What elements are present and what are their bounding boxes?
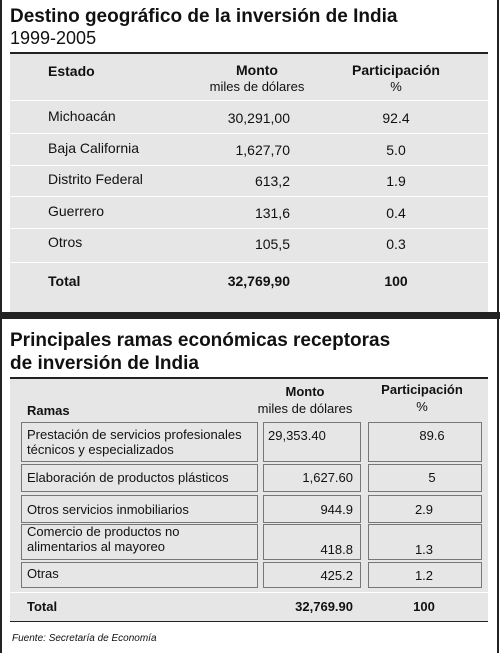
table1-separator (10, 133, 488, 134)
table2-total-label: Total (27, 599, 58, 614)
table2-total-rule (10, 592, 488, 593)
table1-row3-participacion: 1.9 (386, 173, 406, 189)
table2-cell-frame (21, 562, 258, 588)
table1-row1-participacion: 92.4 (382, 110, 410, 126)
table2-row1-monto: 29,353.40 (268, 428, 326, 443)
table2-row2-rama: Elaboración de productos plásticos (27, 470, 229, 485)
table2-cell-frame (21, 464, 258, 492)
table2-row4-participacion: 1.3 (414, 542, 434, 557)
table2-cell-frame (21, 524, 258, 560)
table2-row3-monto: 944.9 (320, 502, 353, 517)
table2-bottom-rule (10, 621, 488, 622)
table1-separator (10, 165, 488, 166)
table2-row2-monto: 1,627.60 (302, 470, 353, 485)
table2-cell-frame (368, 524, 482, 560)
table2-cell-frame (368, 495, 482, 523)
table1-row2-estado: Baja California (48, 140, 140, 156)
table2-cell-frame (21, 422, 258, 462)
table1-title: Destino geográfico de la inversión de In… (10, 6, 398, 27)
table1-total-label: Total (48, 273, 81, 289)
table1-separator (10, 262, 488, 263)
table1-row5-estado: Otros (48, 234, 83, 250)
table2-cell-frame (21, 495, 258, 523)
table1-row4-monto: 131,6 (254, 205, 290, 221)
table2-row1-rama-line2: técnicos y especializados (27, 442, 174, 457)
table2-row1-participacion: 89.6 (419, 428, 445, 443)
table1-left-border (0, 0, 2, 312)
table1-body (10, 52, 488, 312)
table2-row5-rama: Otras (27, 566, 59, 581)
table2-cell-frame (368, 422, 482, 462)
table1-separator (10, 196, 488, 197)
table1-row3-monto: 613,2 (254, 173, 290, 189)
table2-cell-frame (263, 524, 361, 560)
table1-right-border (497, 0, 499, 312)
table1-row5-participacion: 0.3 (386, 236, 406, 252)
table1-total-monto: 32,769,90 (227, 273, 290, 289)
table1-row2-monto: 1,627,70 (235, 142, 291, 158)
table1-period: 1999-2005 (10, 28, 97, 48)
table2-body (10, 377, 488, 621)
table-divider (0, 312, 500, 319)
source-note: Fuente: Secretaría de Economía (12, 633, 157, 644)
table1-header-monto-sub: miles de dólares (209, 79, 305, 94)
table2-header-monto-sub: miles de dólares (257, 401, 353, 416)
table1-header-participacion: Participación (352, 62, 440, 78)
table2-right-border (497, 319, 499, 653)
table2-row1-rama-line1: Prestación de servicios profesionales (27, 427, 242, 442)
table1-separator (10, 228, 488, 229)
table2-header-ramas: Ramas (27, 403, 70, 418)
table2-row5-monto: 425.2 (320, 568, 353, 583)
table2-top-rule (10, 377, 488, 379)
table2-cell-frame (263, 562, 361, 588)
table1-row1-monto: 30,291,00 (227, 110, 290, 126)
table1-row5-monto: 105,5 (254, 236, 290, 252)
table1-header-participacion-sub: % (390, 79, 402, 94)
table1-separator (10, 100, 488, 101)
table1-top-rule (10, 52, 488, 54)
table2-row3-rama: Otros servicios inmobiliarios (27, 502, 189, 517)
table1-header-monto: Monto (236, 62, 278, 78)
table1-row4-estado: Guerrero (48, 203, 105, 219)
table2-row3-participacion: 2.9 (414, 502, 434, 517)
table2-left-border (0, 319, 2, 653)
table2-total-monto: 32,769.90 (295, 599, 353, 614)
table1-row4-participacion: 0.4 (386, 205, 406, 221)
table2-cell-frame (263, 495, 361, 523)
table2-header-participacion: Participación (381, 382, 463, 397)
table2-cell-frame (263, 464, 361, 492)
table1-row1-estado: Michoacán (48, 108, 116, 124)
table2-row4-monto: 418.8 (320, 542, 353, 557)
table2-header-monto: Monto (285, 384, 325, 399)
table2-total-participacion: 100 (413, 599, 435, 614)
table2-title-line1: Principales ramas económicas receptoras (10, 330, 391, 351)
table2-title-line2: de inversión de India (10, 353, 199, 374)
table2-row5-participacion: 1.2 (414, 568, 434, 583)
table1-total-participacion: 100 (384, 273, 408, 289)
table2-cell-frame (263, 422, 361, 462)
table1-row2-participacion: 5.0 (386, 142, 406, 158)
table2-row2-participacion: 5 (428, 470, 436, 485)
table2-row4-rama-line1: Comercio de productos no (27, 524, 180, 539)
table2-cell-frame (368, 562, 482, 588)
table2-cell-frame (368, 464, 482, 492)
table1-row3-estado: Distrito Federal (48, 171, 143, 187)
table2-row4-rama-line2: alimentarios al mayoreo (27, 539, 166, 554)
table1-header-estado: Estado (48, 63, 95, 79)
table2-header-participacion-sub: % (416, 399, 428, 414)
